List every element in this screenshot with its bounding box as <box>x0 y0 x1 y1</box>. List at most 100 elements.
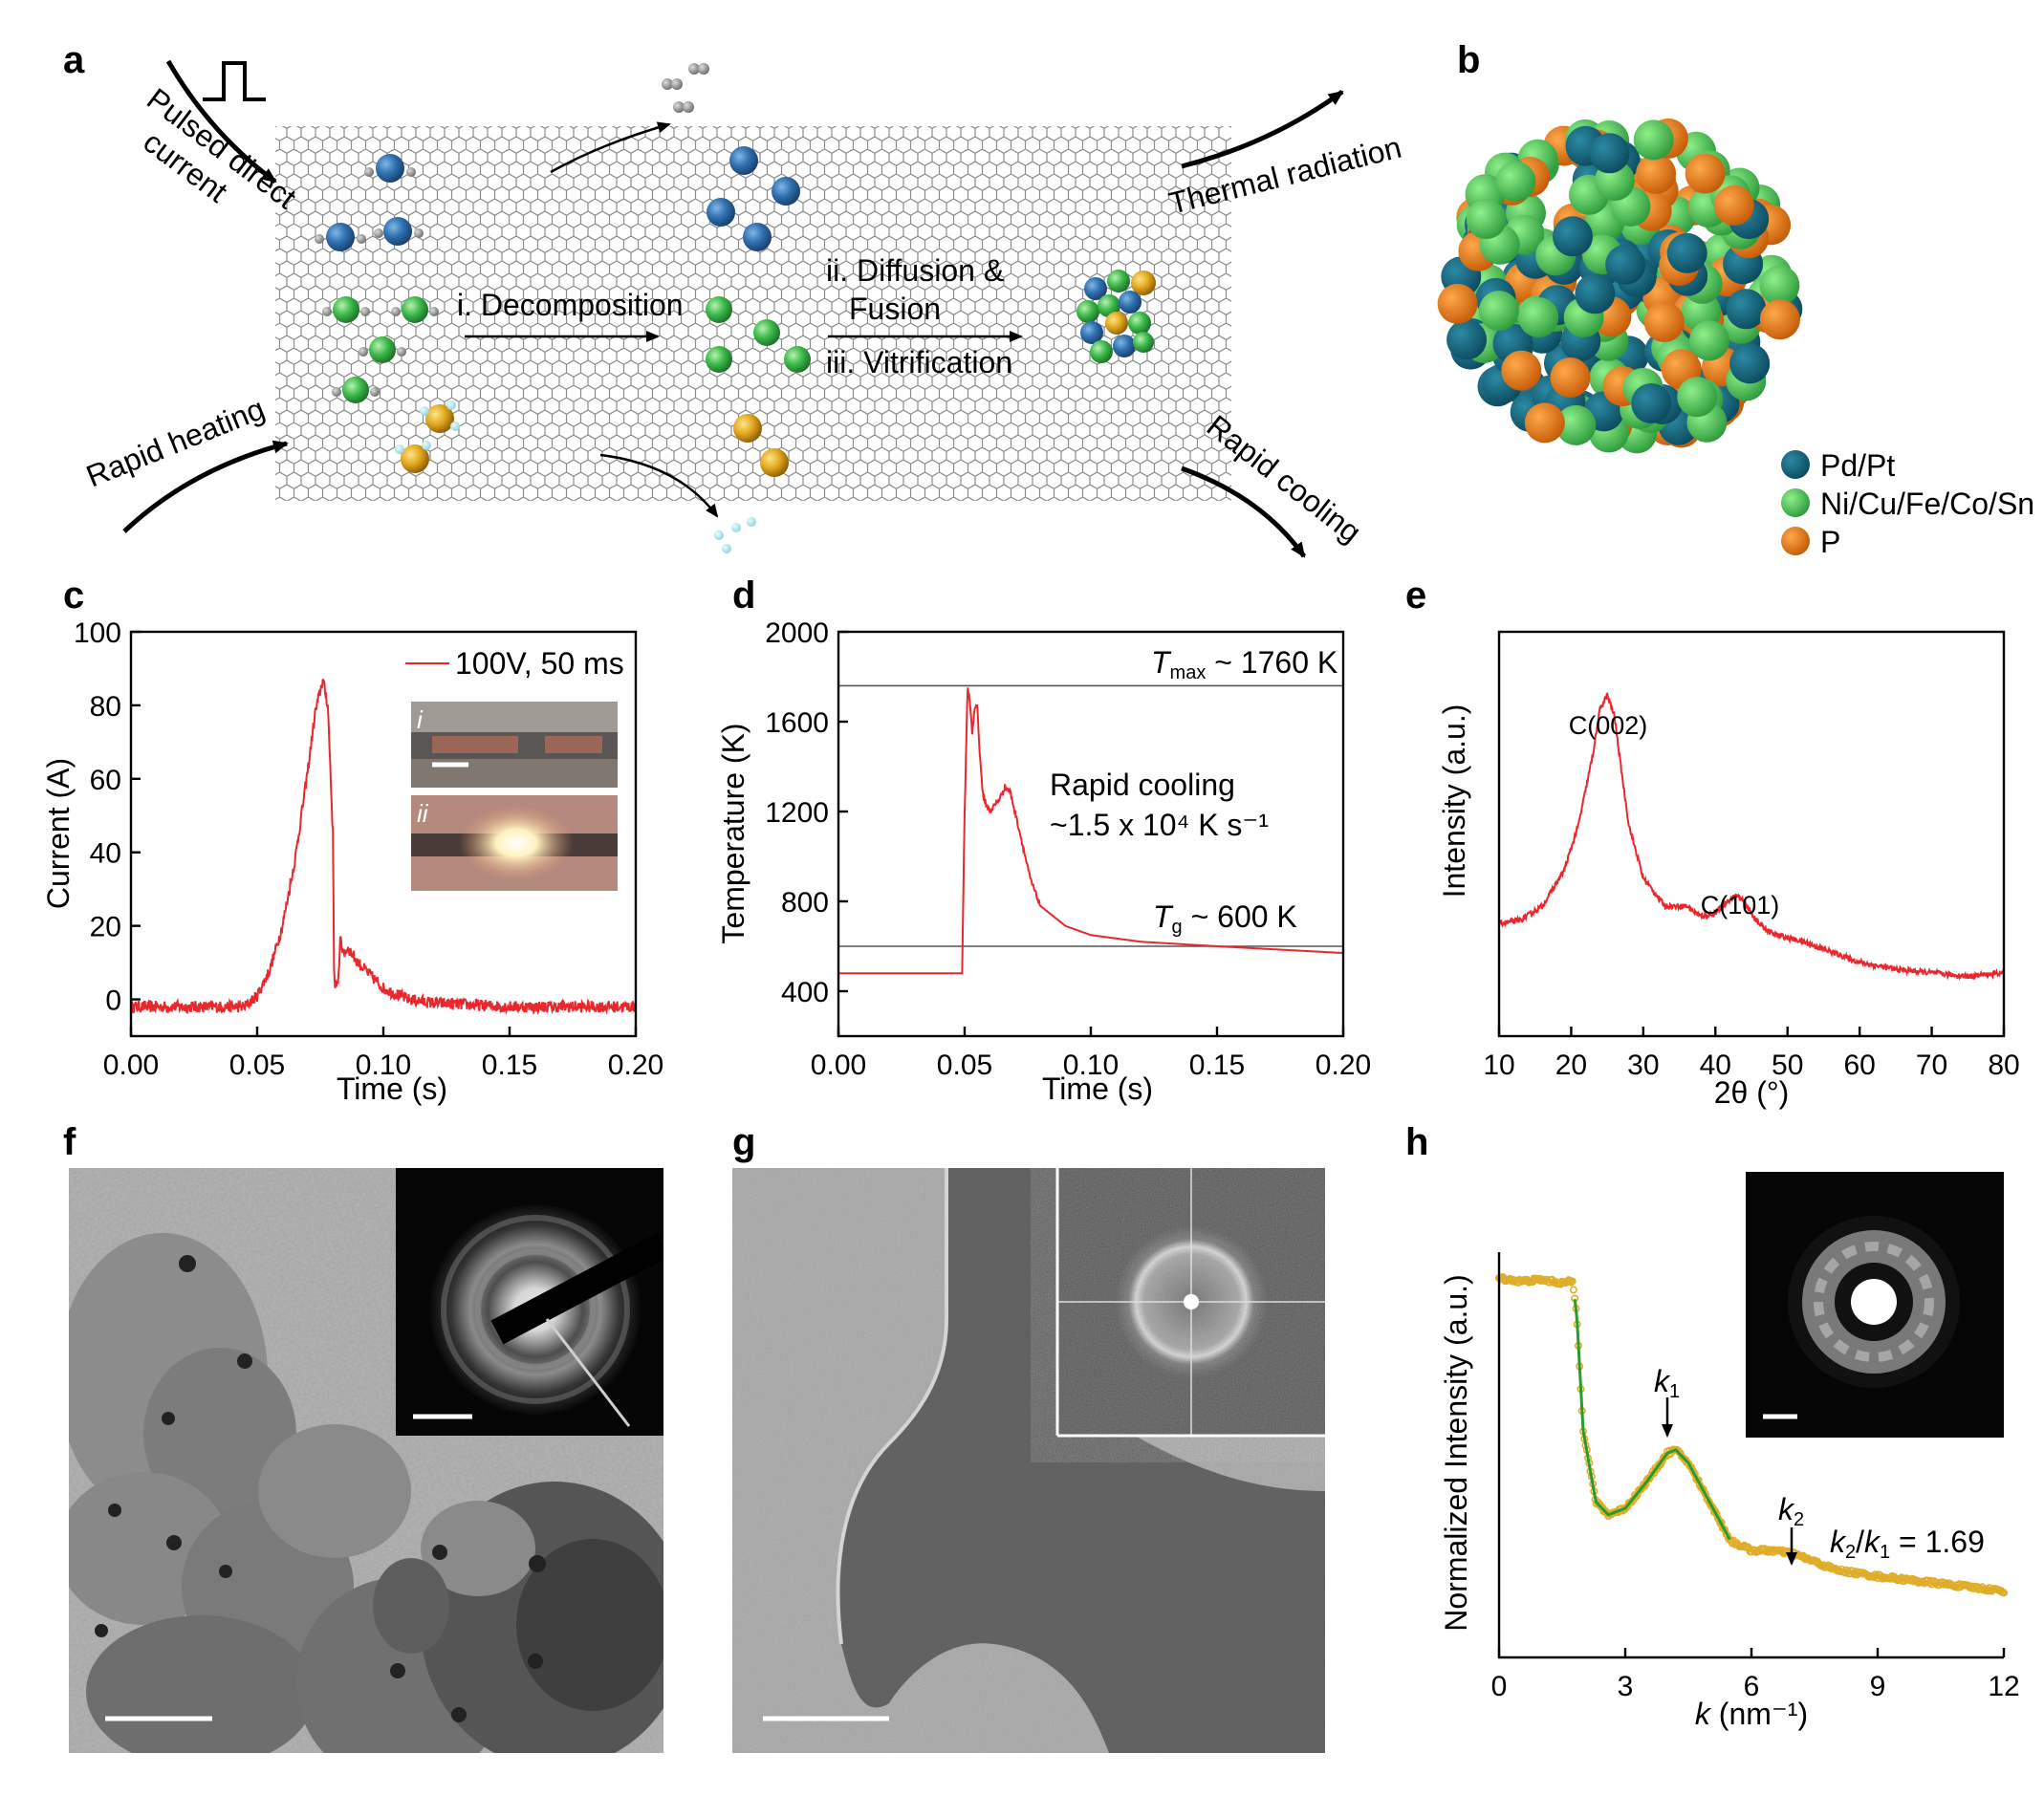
x-tick-label: 60 <box>1843 1050 1875 1081</box>
atom-sphere <box>1518 297 1559 337</box>
panel-label-c: c <box>63 574 84 617</box>
x-tick-label: 40 <box>1700 1050 1731 1081</box>
atom-sphere <box>1759 265 1800 306</box>
legend-label-pd-pt: Pd/Pt <box>1820 448 1895 483</box>
atom-sphere <box>1643 302 1685 342</box>
x-tick-label: 10 <box>1483 1050 1514 1081</box>
panel-c-ylabel: Current (A) <box>41 758 76 909</box>
x-tick-label: 3 <box>1618 1671 1634 1702</box>
atom-sphere <box>1589 133 1630 174</box>
panel-d-temperature-chart: 0.00 0.05 0.10 0.15 0.20 400 800 1200 1600 2000 T… <box>716 617 1371 1106</box>
atom-sphere <box>1759 299 1800 340</box>
panel-b-legend: Pd/Pt Ni/Cu/Fe/Co/Sn P <box>1781 448 2034 559</box>
atom-sphere <box>1605 244 1646 285</box>
x-tick-label: 70 <box>1916 1050 1947 1081</box>
x-tick-label: 50 <box>1772 1050 1803 1081</box>
panel-label-b: b <box>1457 39 1480 81</box>
atom-sphere <box>1726 289 1767 330</box>
x-tick-label: 0.00 <box>103 1050 159 1081</box>
atom-sphere <box>1495 161 1536 202</box>
panel-label-h: h <box>1405 1121 1428 1163</box>
arrow-rapid-cooling <box>1181 465 1307 558</box>
y-tick-label: 60 <box>90 765 121 796</box>
x-tick-label: 0.20 <box>608 1050 663 1081</box>
atom-sphere <box>1553 216 1593 257</box>
y-tick-label: 0 <box>105 985 121 1017</box>
precursor-pd-molecules <box>315 154 424 251</box>
atom-sphere <box>1713 184 1754 226</box>
peak-label-c002: C(002) <box>1569 711 1648 740</box>
panel-d-tg-label: Tg ~ 600 K <box>1153 899 1297 938</box>
atom-sphere <box>1524 402 1565 444</box>
x-tick-label: 0.15 <box>482 1050 537 1081</box>
x-tick-label: 0.00 <box>811 1050 866 1081</box>
atom-sphere <box>1550 357 1591 398</box>
panel-d-xlabel: Time (s) <box>1042 1071 1153 1106</box>
atom-sphere <box>1437 283 1478 324</box>
atom-sphere <box>1555 404 1597 445</box>
panel-c-inset-photo-ii: ii <box>411 795 618 891</box>
panel-g-hrtem-image <box>732 1168 1325 1753</box>
fusion-label: Fusion <box>849 292 941 326</box>
xrd-trace <box>1498 692 2005 982</box>
panel-f-tem-image <box>69 1168 663 1753</box>
inset-label-ii: ii <box>417 799 429 828</box>
diffusion-label: ii. Diffusion & <box>826 253 1004 288</box>
peak-label-c101: C(101) <box>1701 891 1780 920</box>
fit-curve <box>1573 1299 1731 1541</box>
panel-c-inset-photo-i: i <box>411 702 618 788</box>
panel-h-rdf-chart: 0 3 6 9 12 k (nm⁻¹) Normalized Intensity (a.… <box>1439 1172 2020 1731</box>
arrow-pulsed-current <box>165 59 277 184</box>
atom-sphere <box>1501 350 1542 391</box>
panel-c-current-chart: 0.00 0.05 0.10 0.15 0.20 0 20 40 60 80 100 Time (s… <box>41 617 663 1106</box>
panel-c-xlabel: Time (s) <box>337 1071 447 1106</box>
data-point <box>2000 1589 2009 1597</box>
arrow-rapid-heating <box>122 440 289 533</box>
y-tick-label: 2000 <box>765 617 829 649</box>
x-tick-label: 6 <box>1744 1671 1760 1702</box>
panel-h-ylabel: Normalized Intensity (a.u.) <box>1439 1274 1473 1631</box>
x-tick-label: 80 <box>1988 1050 2019 1081</box>
k2-label: k2 <box>1778 1492 1804 1530</box>
data-point <box>1569 1286 1577 1294</box>
panel-label-a: a <box>63 39 85 81</box>
y-tick-label: 80 <box>90 691 121 723</box>
rapid-heating-label: Rapid heating <box>81 391 270 493</box>
panel-b-nanoparticle: Pd/Pt Ni/Cu/Fe/Co/Sn P <box>1437 118 2034 559</box>
released-gas-top <box>662 63 709 113</box>
vitrification-label: iii. Vitrification <box>826 345 1012 379</box>
panel-d-cooling-line2: ~1.5 x 10⁴ K s⁻¹ <box>1050 808 1269 842</box>
y-tick-label: 1200 <box>765 797 829 829</box>
data-point <box>1568 1277 1576 1286</box>
atom-sphere <box>1446 319 1488 360</box>
arrow-gas-down <box>599 453 719 518</box>
y-tick-label: 100 <box>74 617 121 649</box>
arrow-gas-up <box>550 121 671 174</box>
atom-sphere <box>1633 119 1674 161</box>
x-tick-label: 12 <box>1988 1671 2019 1702</box>
panel-label-d: d <box>732 574 755 617</box>
legend-label-ni-cu: Ni/Cu/Fe/Co/Sn <box>1820 487 2034 521</box>
panel-label-g: g <box>732 1121 755 1163</box>
y-tick-label: 40 <box>90 838 121 870</box>
atom-sphere <box>1685 153 1726 194</box>
panel-h-xlabel: k (nm⁻¹) <box>1695 1697 1808 1731</box>
released-gas-bottom <box>714 517 756 553</box>
temperature-trace <box>838 687 1343 975</box>
panel-label-e: e <box>1405 574 1426 617</box>
x-tick-label: 0.15 <box>1189 1050 1245 1081</box>
current-trace <box>130 679 637 1016</box>
legend-swatch-ni-cu <box>1781 488 1810 517</box>
y-tick-label: 20 <box>90 912 121 943</box>
precursor-ni-molecules <box>322 296 439 403</box>
amorphous-nanocluster <box>1076 270 1156 363</box>
atom-sphere <box>1575 273 1616 314</box>
panel-e-xrd-chart: 10 20 30 40 50 60 70 80 2θ (°) Intensity (a.u.)… <box>1437 630 2020 1110</box>
atom-sphere <box>1677 377 1718 418</box>
x-tick-label: 0.20 <box>1316 1050 1371 1081</box>
y-tick-label: 800 <box>781 887 829 919</box>
pulse-icon <box>203 61 266 101</box>
legend-swatch-p <box>1781 527 1810 555</box>
diffraction-inset-h <box>1746 1172 2004 1438</box>
